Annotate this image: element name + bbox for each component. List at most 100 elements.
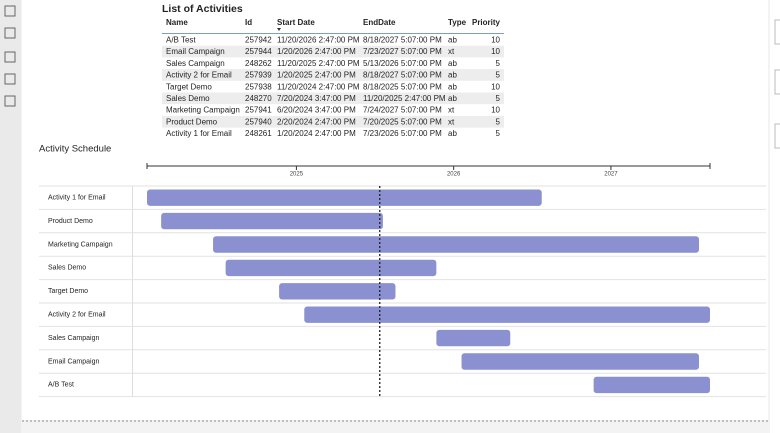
table-cell: 257944 — [245, 47, 272, 56]
table-cell: 248262 — [245, 59, 272, 68]
side-pane — [770, 0, 780, 433]
sort-arrow — [277, 28, 281, 31]
task-label: Target Demo — [48, 288, 88, 295]
table-cell: Activity 2 for Email — [166, 71, 232, 80]
task-label: Marketing Campaign — [48, 241, 113, 248]
table-cell: 5 — [496, 117, 501, 126]
task-label: Sales Campaign — [48, 335, 99, 342]
table-cell: 11/20/2025 2:47:00 PM — [277, 59, 360, 68]
task-label: A/B Test — [48, 382, 74, 389]
table-cell: 10 — [491, 35, 500, 44]
pane-field[interactable] — [774, 123, 780, 149]
task-bar — [213, 236, 699, 253]
table-cell: 257939 — [245, 71, 272, 80]
table-cell: 7/24/2027 5:07:00 PM — [363, 106, 442, 115]
task-label: Activity 1 for Email — [48, 195, 106, 202]
table-cell: Marketing Campaign — [166, 106, 240, 115]
nav-icon-dax[interactable] — [4, 73, 16, 85]
row-band — [162, 115, 504, 128]
column-header: Name — [166, 18, 188, 27]
table-cell: 8/18/2025 5:07:00 PM — [363, 82, 442, 91]
table-cell: Email Campaign — [166, 47, 225, 56]
table-cell: ab — [448, 129, 457, 138]
table-cell: 1/20/2024 2:47:00 PM — [277, 129, 356, 138]
row-band — [162, 92, 504, 105]
task-bar — [304, 306, 710, 323]
task-bar — [147, 189, 542, 206]
pane-field[interactable] — [774, 19, 780, 45]
task-label: Sales Demo — [48, 265, 86, 272]
chart-title: Activity Schedule — [39, 144, 111, 155]
table-cell: 7/20/2025 5:07:00 PM — [363, 117, 442, 126]
table-cell: Sales Demo — [166, 94, 210, 103]
table-cell: 6/20/2024 3:47:00 PM — [277, 106, 356, 115]
table-cell: xt — [448, 117, 455, 126]
table-cell: A/B Test — [166, 35, 196, 44]
table-title: List of Activities — [162, 3, 243, 15]
table-cell: 248261 — [245, 129, 272, 138]
table-cell: 1/20/2026 2:47:00 PM — [277, 47, 356, 56]
table-cell: 8/18/2027 5:07:00 PM — [363, 35, 442, 44]
table-cell: 11/20/2026 2:47:00 PM — [277, 35, 360, 44]
column-header: Priority — [472, 18, 501, 27]
table-cell: 5 — [496, 59, 501, 68]
column-header: Type — [448, 18, 467, 27]
nav-icon-report[interactable] — [4, 5, 16, 17]
task-label: Activity 2 for Email — [48, 312, 106, 319]
table-cell: Activity 1 for Email — [166, 129, 232, 138]
task-bar — [225, 259, 437, 277]
table-cell: 1/20/2025 2:47:00 PM — [277, 71, 356, 80]
table-cell: 10 — [491, 47, 500, 56]
table-cell: 257938 — [245, 82, 272, 91]
task-label: Product Demo — [48, 218, 93, 225]
table-cell: 257942 — [245, 35, 272, 44]
table-cell: 257941 — [245, 106, 272, 115]
nav-icon-query[interactable] — [4, 95, 16, 107]
table-cell: xt — [448, 106, 455, 115]
pane-field[interactable] — [774, 69, 780, 95]
table-cell: 5/13/2026 5:07:00 PM — [363, 59, 442, 68]
table-cell: 7/23/2026 5:07:00 PM — [363, 129, 442, 138]
table-cell: xt — [448, 47, 455, 56]
x-tick-label: 2025 — [290, 172, 304, 178]
table-cell: ab — [448, 71, 457, 80]
task-bar — [279, 283, 396, 300]
table-cell: ab — [448, 59, 457, 68]
row-band — [162, 45, 504, 58]
column-header: EndDate — [363, 18, 396, 27]
table-cell: 257940 — [245, 117, 272, 126]
task-bar — [593, 376, 710, 394]
table-cell: ab — [448, 94, 457, 103]
table-cell: 5 — [496, 71, 501, 80]
task-bar — [161, 212, 383, 230]
row-band — [162, 69, 504, 81]
x-tick-label: 2026 — [447, 172, 461, 178]
task-bar — [436, 329, 511, 347]
table-cell: 5 — [496, 129, 501, 138]
table-cell: 11/20/2025 2:47:00 PM — [363, 94, 446, 103]
table-cell: 11/20/2024 2:47:00 PM — [277, 82, 360, 91]
x-tick-label: 2027 — [604, 172, 618, 178]
table-cell: ab — [448, 82, 457, 91]
task-label: Email Campaign — [48, 358, 99, 365]
table-cell: Target Demo — [166, 82, 212, 91]
nav-icon-model[interactable] — [4, 51, 16, 63]
table-cell: 7/20/2024 3:47:00 PM — [277, 94, 356, 103]
table-cell: 8/18/2027 5:07:00 PM — [363, 71, 442, 80]
table-cell: 10 — [491, 82, 500, 91]
sidebar — [0, 0, 21, 433]
task-bar — [461, 353, 699, 370]
table-cell: 7/23/2027 5:07:00 PM — [363, 47, 442, 56]
table-cell: ab — [448, 35, 457, 44]
table-cell: 5 — [496, 94, 501, 103]
nav-icon-table[interactable] — [4, 27, 16, 39]
table-cell: 248270 — [245, 94, 272, 103]
column-header: Start Date — [277, 18, 315, 27]
table-cell: Sales Campaign — [166, 59, 225, 68]
column-header: Id — [245, 18, 252, 27]
table-cell: 10 — [491, 106, 500, 115]
table-cell: Product Demo — [166, 117, 218, 126]
table-cell: 2/20/2024 2:47:00 PM — [277, 117, 356, 126]
